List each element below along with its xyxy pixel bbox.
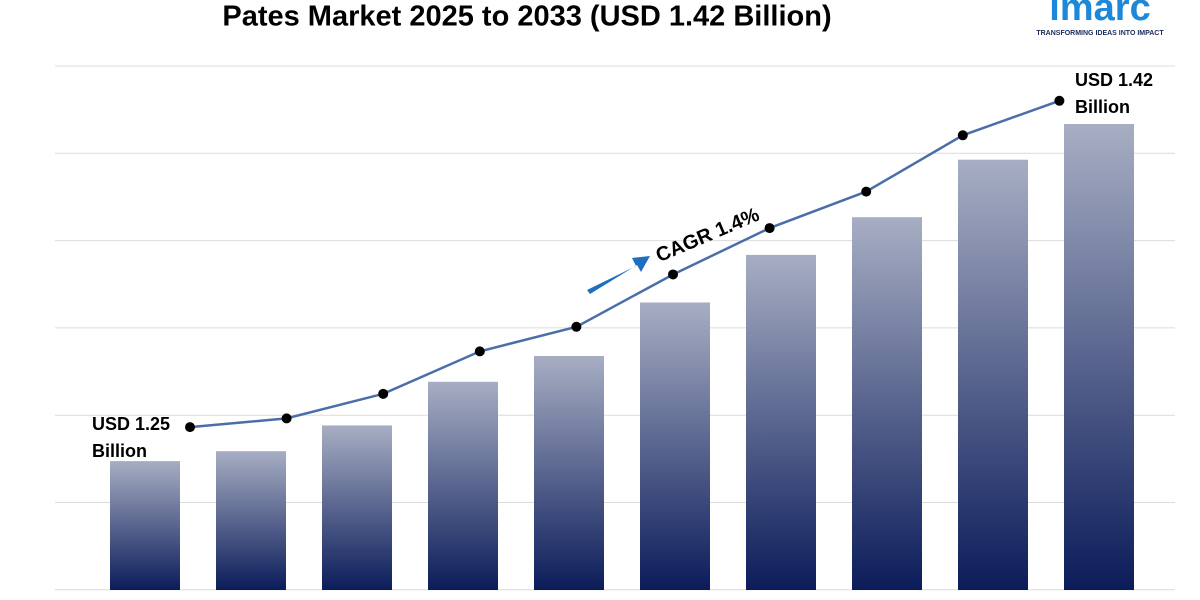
bar (322, 425, 392, 590)
line-marker (957, 130, 968, 141)
end-label: USD 1.42 (1075, 70, 1153, 90)
bar (216, 451, 286, 590)
trend-line (189, 99, 1060, 429)
logo-tagline: TRANSFORMING IDEAS INTO IMPACT (1036, 30, 1164, 37)
chart-title: Pates Market 2025 to 2033 (USD 1.42 Bill… (222, 1, 831, 33)
bar (958, 159, 1028, 591)
line-marker (185, 422, 195, 433)
bar (534, 356, 604, 590)
line-marker (861, 186, 872, 197)
bar (746, 254, 816, 591)
bar (428, 381, 498, 590)
line-marker (571, 321, 582, 332)
line-marker (668, 269, 678, 280)
line-marker (764, 223, 775, 234)
logo-name: imarc (1049, 0, 1150, 29)
line-marker (378, 388, 389, 399)
bar (110, 461, 180, 590)
start-label: USD 1.25 (92, 414, 170, 434)
line-marker (1054, 95, 1065, 106)
bar (1064, 124, 1134, 590)
start-label: Billion (92, 441, 147, 461)
cagr-arrow (587, 256, 650, 294)
line-marker (474, 346, 485, 357)
line-marker (281, 413, 292, 424)
bar (852, 217, 922, 590)
bar (640, 302, 710, 590)
end-label: Billion (1075, 97, 1130, 117)
